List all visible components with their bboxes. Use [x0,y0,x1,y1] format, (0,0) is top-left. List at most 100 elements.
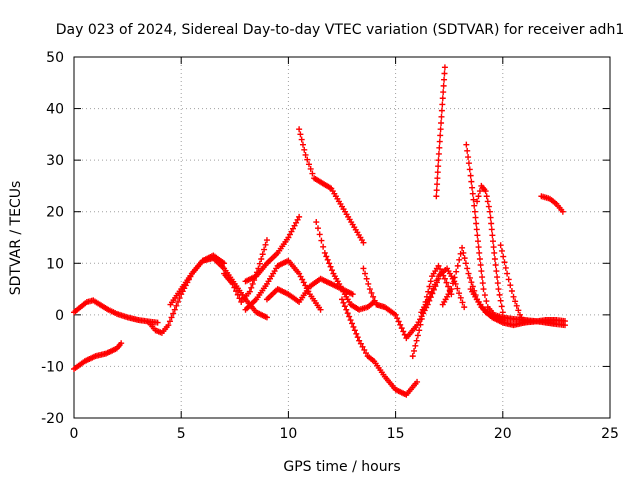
data-point [340,299,347,306]
data-point [324,256,331,263]
data-point [363,275,370,282]
data-point [465,270,472,277]
data-point [463,141,470,148]
data-point [317,306,324,313]
data-point [473,226,480,233]
data-point [234,291,241,298]
data-point [468,279,475,286]
data-point [416,327,423,334]
data-point [464,265,471,272]
data-point [229,280,236,287]
data-point [233,288,240,295]
data-point [515,307,522,314]
data-point [471,202,478,209]
data-point [460,249,467,256]
data-point [170,310,177,317]
data-point [437,266,444,273]
data-point [493,268,500,275]
data-point [263,314,270,321]
data-point [485,203,492,210]
y-tick-label: -20 [41,411,64,427]
series-track-20 [497,242,528,326]
data-point [350,323,357,330]
data-point [441,70,448,77]
data-point [236,295,243,302]
y-tick-label: 0 [55,308,64,324]
data-point [476,188,483,195]
data-point [365,280,372,287]
data-point [318,237,325,244]
data-point [395,318,402,325]
data-point [466,274,473,281]
data-point [346,313,353,320]
x-tick-label: 5 [177,426,186,442]
y-tick-label: 10 [46,256,64,272]
data-point [561,322,568,329]
data-point [299,141,306,148]
data-point [417,321,424,328]
data-point [437,132,444,139]
data-point [328,267,335,274]
data-point [428,289,435,296]
data-point [434,169,441,176]
x-tick-label: 15 [387,426,405,442]
data-point [492,262,499,269]
data-point [261,246,268,253]
data-point [477,262,484,269]
data-point [370,293,377,300]
data-point [473,220,480,227]
data-point [411,347,418,354]
data-point [454,285,461,292]
data-point [427,278,434,285]
data-point [432,281,439,288]
data-point [501,259,508,266]
data-point [343,306,350,313]
data-point [339,296,345,303]
y-tick-label: 50 [46,50,64,66]
data-point [316,231,323,238]
data-point [489,238,496,245]
data-point [360,239,367,246]
data-point [357,340,364,347]
data-point [470,196,477,203]
data-point [165,322,172,329]
data-point [465,154,472,161]
y-tick-label: 30 [46,153,64,169]
data-point [409,353,416,360]
axis-ticks: 0 5 10 15 20 25 -20 -10 0 10 20 30 40 50 [41,50,619,442]
series-track-14 [418,265,468,316]
data-point [438,113,445,120]
data-point [457,250,464,257]
data-point [435,262,442,269]
data-point [298,136,305,143]
data-point [435,150,442,157]
x-axis-label: GPS time / hours [283,459,400,475]
grid-lines [74,57,610,418]
data-point [327,263,334,270]
data-point [441,275,448,282]
data-point [118,340,125,347]
data-point [487,214,494,221]
data-point [434,181,441,188]
x-tick-label: 20 [494,426,512,442]
data-point [296,126,303,133]
data-point [313,219,320,226]
series-track-16 [439,244,506,324]
data-point [321,249,328,256]
data-point [438,107,445,114]
data-point [349,320,356,327]
data-point [248,284,255,291]
data-point [512,298,519,305]
data-point [486,208,493,215]
data-point [258,255,265,262]
data-point [430,285,437,292]
data-point [397,321,404,328]
data-point [505,276,512,283]
y-tick-label: 40 [46,102,64,118]
data-point [456,290,463,297]
data-point [433,187,440,194]
data-point [466,166,473,173]
series-track-15 [433,64,448,200]
data-point [304,156,311,163]
